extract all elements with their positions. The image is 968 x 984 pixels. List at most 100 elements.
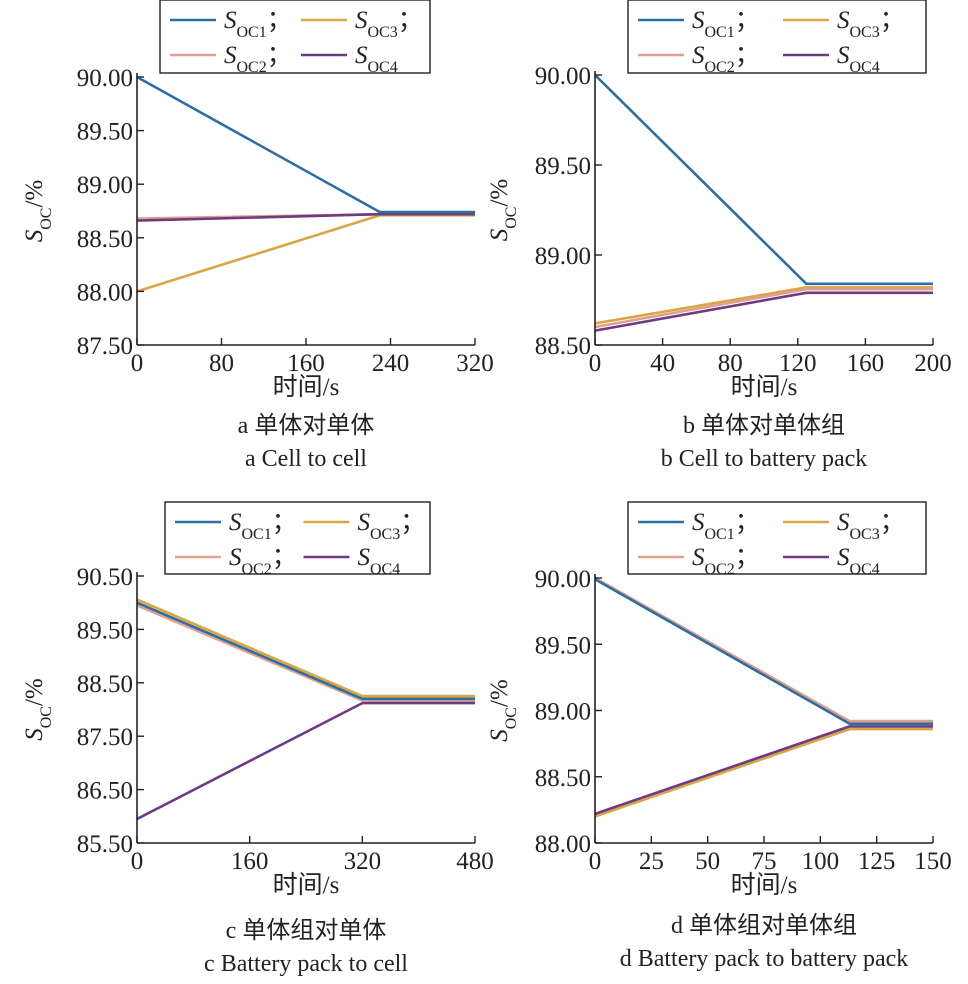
y-tick-label: 89.00	[535, 699, 591, 726]
legend: SOC1；SOC2；SOC3；SOC4	[627, 501, 927, 578]
legend-label-main: S	[692, 509, 705, 536]
legend-label-main: S	[229, 509, 242, 536]
y-axis-label-unit: /%	[21, 180, 48, 208]
y-axis-label-sub: OC	[38, 208, 55, 230]
y-tick-label: 88.50	[535, 765, 591, 792]
x-tick-label: 100	[802, 848, 840, 875]
legend: SOC1；SOC2；SOC3；SOC4	[159, 0, 431, 76]
series-line-soc1	[594, 74, 933, 286]
chart-panel-c: 0 160 320 480 85.50 86.50 87.50 88.50 89.50 90.50…	[21, 501, 494, 977]
series-line-soc4	[136, 701, 475, 821]
caption-en: a Cell to cell	[245, 446, 367, 472]
caption-cn: c 单体组对单体	[226, 917, 387, 944]
legend-label-suffix: ；	[400, 509, 425, 536]
legend-label-s4: SOC4	[837, 42, 880, 76]
x-tick-label: 0	[589, 350, 602, 377]
legend-label-suffix: ；	[880, 509, 905, 536]
x-axis-label: 时间/s	[273, 373, 340, 401]
series-line-soc3	[136, 598, 475, 698]
legend-label-suffix: ；	[272, 509, 297, 536]
legend-label-main: S	[224, 42, 237, 69]
legend-label-s3: SOC3；	[358, 509, 426, 543]
legend-label-sub: OC3	[370, 526, 400, 543]
legend-label-suffix: ；	[880, 7, 905, 34]
y-tick-label: 90.50	[77, 564, 133, 591]
x-tick-label: 320	[456, 350, 494, 377]
y-tick-label: 88.50	[535, 333, 591, 360]
x-tick-label: 80	[209, 350, 234, 377]
legend-label-sub: OC1	[705, 24, 735, 41]
legend-label-sub: OC3	[368, 24, 398, 41]
x-tick-label: 160	[231, 848, 269, 875]
legend-label-s3: SOC3；	[837, 7, 905, 41]
x-tick-label: 480	[456, 848, 494, 875]
x-tick-label: 125	[858, 848, 896, 875]
y-tick-label: 89.50	[77, 119, 133, 146]
legend: SOC1；SOC2；SOC3；SOC4	[627, 0, 927, 76]
legend-label-sub: OC3	[850, 24, 880, 41]
series-line-soc1	[136, 75, 475, 214]
x-tick-label: 320	[344, 848, 382, 875]
legend-label-sub: OC2	[705, 561, 735, 578]
legend-label-sub: OC4	[850, 561, 880, 578]
x-tick-label: 0	[131, 350, 144, 377]
legend-label-sub: OC1	[242, 526, 272, 543]
legend-label-main: S	[692, 7, 705, 34]
series-line-soc1	[136, 601, 475, 701]
legend-label-suffix: ；	[735, 7, 760, 34]
series-line-soc3	[594, 727, 933, 818]
x-tick-label: 240	[372, 350, 410, 377]
legend-label-sub: OC1	[237, 24, 267, 41]
y-axis-label-unit: /%	[21, 678, 48, 706]
x-tick-label: 150	[914, 848, 952, 875]
legend-frame	[164, 501, 431, 575]
legend-label-main: S	[837, 544, 850, 571]
legend-label-main: S	[837, 509, 850, 536]
y-tick-label: 89.50	[535, 632, 591, 659]
y-axis-label: SOC/%	[21, 678, 55, 741]
y-tick-label: 89.50	[535, 153, 591, 180]
legend-label-suffix: ；	[735, 509, 760, 536]
y-axis-label-sub: OC	[503, 707, 520, 729]
y-axis-label-unit: /%	[486, 179, 513, 207]
y-axis-label-main: S	[21, 728, 48, 741]
legend-label-s4: SOC4	[358, 544, 401, 578]
series-line-soc2	[594, 287, 933, 329]
legend-label-s2: SOC2；	[692, 544, 760, 578]
y-axis-label: SOC/%	[486, 679, 520, 742]
legend-frame	[159, 0, 431, 74]
legend-label-s1: SOC1；	[692, 509, 760, 543]
y-tick-label: 90.00	[535, 63, 591, 90]
x-tick-label: 75	[752, 848, 777, 875]
x-tick-label: 160	[847, 350, 885, 377]
y-axis-label-main: S	[486, 729, 513, 742]
legend-label-sub: OC1	[705, 526, 735, 543]
legend-label-main: S	[692, 42, 705, 69]
legend-frame	[627, 0, 927, 74]
legend-label-main: S	[837, 7, 850, 34]
series-line-soc4	[594, 725, 933, 816]
x-tick-label: 80	[718, 350, 743, 377]
legend-label-s3: SOC3；	[355, 7, 423, 41]
legend-label-main: S	[358, 544, 371, 571]
x-tick-label: 0	[589, 848, 602, 875]
legend-label-sub: OC2	[705, 59, 735, 76]
x-axis-label: 时间/s	[731, 373, 798, 401]
y-tick-label: 88.00	[535, 831, 591, 858]
y-tick-label: 89.50	[77, 617, 133, 644]
y-tick-label: 86.50	[77, 778, 133, 805]
legend-label-s1: SOC1；	[692, 7, 760, 41]
legend-label-main: S	[358, 509, 371, 536]
legend-label-main: S	[692, 544, 705, 571]
y-axis-label-main: S	[486, 228, 513, 241]
caption-cn: a 单体对单体	[238, 412, 375, 439]
y-tick-label: 88.00	[77, 279, 133, 306]
legend-label-main: S	[355, 7, 368, 34]
legend-label-s1: SOC1；	[224, 7, 292, 41]
legend-label-suffix: ；	[267, 42, 292, 69]
y-tick-label: 85.50	[77, 831, 133, 858]
legend-label-sub: OC4	[370, 561, 400, 578]
x-tick-label: 200	[914, 350, 952, 377]
legend-label-sub: OC2	[237, 59, 267, 76]
y-tick-label: 87.50	[77, 333, 133, 360]
